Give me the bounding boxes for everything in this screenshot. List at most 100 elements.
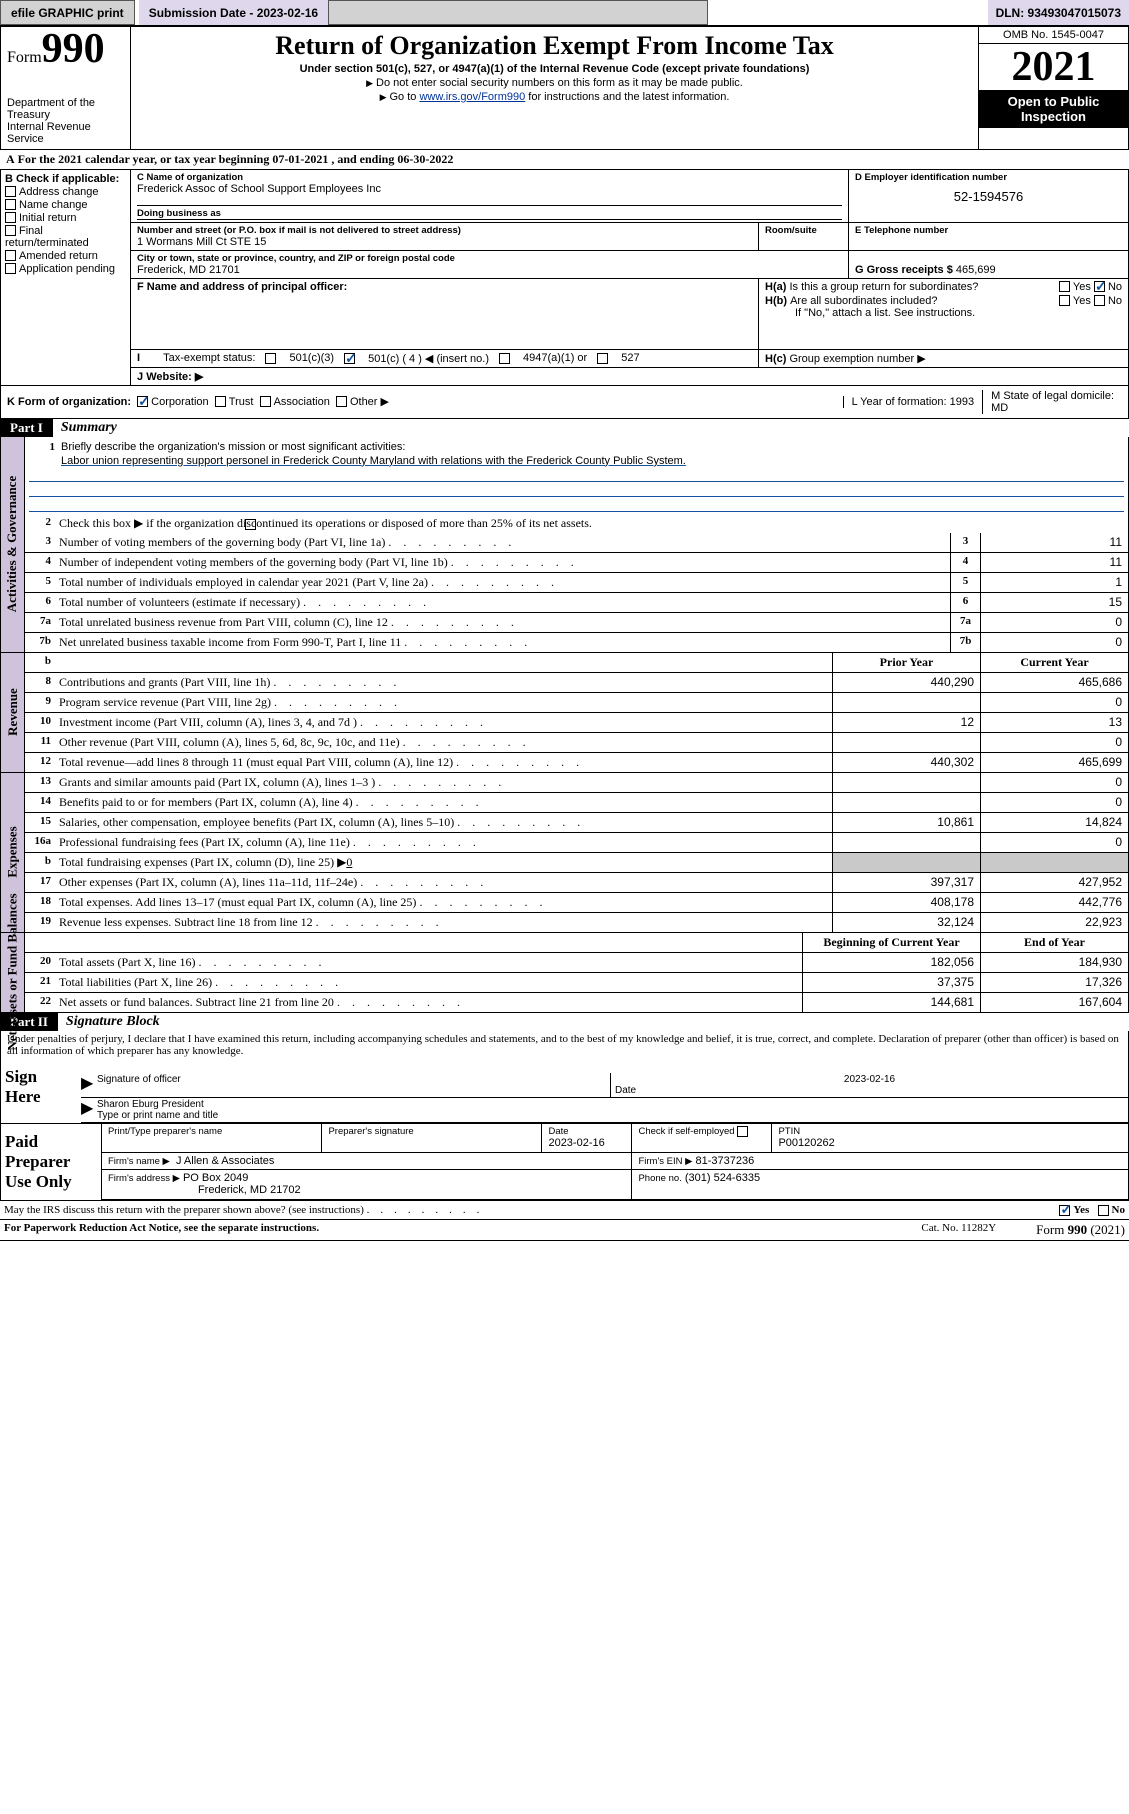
open-public-badge: Open to PublicInspection	[979, 90, 1128, 128]
summary-line-5: 5Total number of individuals employed in…	[25, 573, 1128, 593]
mission-intro: Briefly describe the organization's miss…	[61, 441, 405, 453]
entity-block: B Check if applicable: Address change Na…	[0, 170, 1129, 386]
cb-other[interactable]	[336, 396, 347, 407]
efile-print-button[interactable]: efile GRAPHIC print	[0, 0, 135, 25]
city-label: City or town, state or province, country…	[137, 253, 842, 264]
hb-yes[interactable]	[1059, 295, 1070, 306]
checkbox-amended[interactable]	[5, 250, 16, 261]
checkbox-pending[interactable]	[5, 263, 16, 274]
cb-501c[interactable]	[344, 353, 355, 364]
sig-officer-label: Signature of officer	[93, 1073, 610, 1097]
form-number: Form990	[7, 31, 124, 69]
cb-501c3[interactable]	[265, 353, 276, 364]
ha-label: Is this a group return for subordinates?	[789, 281, 1058, 293]
irs-label: Internal Revenue Service	[7, 121, 124, 145]
sign-here-label: Sign Here	[1, 1059, 71, 1123]
discuss-row: May the IRS discuss this return with the…	[0, 1201, 1129, 1219]
hb-note: If "No," attach a list. See instructions…	[795, 307, 1122, 319]
summary-line-17: 17Other expenses (Part IX, column (A), l…	[25, 873, 1128, 893]
dba-label: Doing business as	[137, 205, 842, 220]
signature-block: Under penalties of perjury, I declare th…	[0, 1031, 1129, 1201]
cb-527[interactable]	[597, 353, 608, 364]
summary-line-7a: 7aTotal unrelated business revenue from …	[25, 613, 1128, 633]
form-subtitle: Under section 501(c), 527, or 4947(a)(1)…	[137, 63, 972, 75]
summary-line-11: 11Other revenue (Part VIII, column (A), …	[25, 733, 1128, 753]
hb-no[interactable]	[1094, 295, 1105, 306]
summary-line-8: 8Contributions and grants (Part VIII, li…	[25, 673, 1128, 693]
cb-corp[interactable]	[137, 396, 148, 407]
checkbox-final-return[interactable]	[5, 225, 16, 236]
summary-line-3: 3Number of voting members of the governi…	[25, 533, 1128, 553]
pra-notice: For Paperwork Reduction Act Notice, see …	[4, 1222, 319, 1238]
gross-receipts-value: 465,699	[956, 264, 996, 276]
firm-addr1: PO Box 2049	[183, 1172, 248, 1184]
instructions-link-line: Go to www.irs.gov/Form990 for instructio…	[137, 91, 972, 103]
checkbox-name-change[interactable]	[5, 199, 16, 210]
k-label: K Form of organization:	[7, 396, 131, 408]
klm-row: K Form of organization: Corporation Trus…	[0, 386, 1129, 419]
hb-label: Are all subordinates included?	[790, 295, 1059, 307]
section-revenue: Revenue b Prior Year Current Year 8Contr…	[0, 653, 1129, 773]
sig-date-value: 2023-02-16	[615, 1074, 1124, 1085]
form-header: Form990 Department of the Treasury Inter…	[0, 27, 1129, 150]
firm-phone: (301) 524-6335	[685, 1172, 760, 1184]
tax-year: 2021	[979, 44, 1128, 90]
section-activities: Activities & Governance 1Briefly describ…	[0, 437, 1129, 653]
summary-line-6: 6Total number of volunteers (estimate if…	[25, 593, 1128, 613]
line-a: A For the 2021 calendar year, or tax yea…	[0, 150, 1129, 170]
suite-label: Room/suite	[765, 225, 842, 236]
summary-line-16a: 16aProfessional fundraising fees (Part I…	[25, 833, 1128, 853]
part2-header: Part II Signature Block	[0, 1013, 1129, 1031]
m-label: M State of legal domicile:MD	[982, 390, 1122, 414]
city-value: Frederick, MD 21701	[137, 264, 842, 276]
summary-line-9: 9Program service revenue (Part VIII, lin…	[25, 693, 1128, 713]
cat-no: Cat. No. 11282Y	[921, 1222, 996, 1238]
band-expenses: Expenses	[5, 827, 21, 878]
ha-no[interactable]	[1094, 281, 1105, 292]
paid-preparer-label: Paid Preparer Use Only	[1, 1124, 102, 1200]
cb-discontinued[interactable]	[245, 519, 256, 530]
checkbox-initial-return[interactable]	[5, 212, 16, 223]
tax-status-label: Tax-exempt status:	[163, 352, 255, 364]
org-name-label: C Name of organization	[137, 172, 842, 183]
summary-line-18: 18Total expenses. Add lines 13–17 (must …	[25, 893, 1128, 913]
form-title: Return of Organization Exempt From Incom…	[137, 31, 972, 61]
summary-line-21: 21Total liabilities (Part X, line 26)37,…	[25, 973, 1128, 993]
cb-self-employed[interactable]	[737, 1126, 748, 1137]
summary-line-15: 15Salaries, other compensation, employee…	[25, 813, 1128, 833]
mission-text: Labor union representing support persone…	[61, 455, 1124, 467]
officer-label: F Name and address of principal officer:	[137, 281, 347, 293]
discuss-no[interactable]	[1098, 1205, 1109, 1216]
phone-label: E Telephone number	[855, 225, 1122, 236]
firm-name: J Allen & Associates	[176, 1155, 274, 1167]
cb-assoc[interactable]	[260, 396, 271, 407]
street-value: 1 Wormans Mill Ct STE 15	[137, 236, 752, 248]
section-expenses: Expenses 13Grants and similar amounts pa…	[0, 773, 1129, 933]
submission-date: Submission Date - 2023-02-16	[139, 0, 328, 25]
cb-4947[interactable]	[499, 353, 510, 364]
street-label: Number and street (or P.O. box if mail i…	[137, 225, 752, 236]
ptin-value: P00120262	[778, 1137, 834, 1149]
blank-button	[328, 0, 708, 25]
instructions-link[interactable]: www.irs.gov/Form990	[419, 91, 525, 103]
col-prior-year: Prior Year	[832, 653, 980, 672]
ein-value: 52-1594576	[855, 189, 1122, 204]
declaration-text: Under penalties of perjury, I declare th…	[1, 1031, 1128, 1059]
summary-line-22: 22Net assets or fund balances. Subtract …	[25, 993, 1128, 1012]
officer-name-label: Type or print name and title	[97, 1110, 218, 1121]
col-end: End of Year	[980, 933, 1128, 952]
hc-label: Group exemption number ▶	[789, 353, 925, 365]
band-revenue: Revenue	[5, 688, 21, 736]
gross-receipts-label: G Gross receipts $	[855, 264, 953, 276]
line2-desc: Check this box ▶ if the organization dis…	[57, 514, 1128, 533]
website-label: Website: ▶	[146, 371, 203, 383]
sig-date-label: Date	[615, 1085, 636, 1096]
summary-line-14: 14Benefits paid to or for members (Part …	[25, 793, 1128, 813]
col-beginning: Beginning of Current Year	[802, 933, 980, 952]
ssn-notice: Do not enter social security numbers on …	[137, 77, 972, 89]
part1-header: Part I Summary	[0, 419, 1129, 437]
checkbox-address-change[interactable]	[5, 186, 16, 197]
discuss-yes[interactable]	[1059, 1205, 1070, 1216]
cb-trust[interactable]	[215, 396, 226, 407]
ha-yes[interactable]	[1059, 281, 1070, 292]
